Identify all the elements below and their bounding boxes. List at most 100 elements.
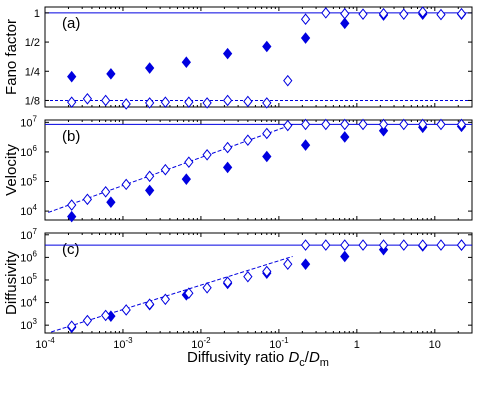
panel-a-open-point <box>145 97 155 109</box>
panel-a-open-point <box>399 8 409 20</box>
panel-c-open-point <box>300 239 311 251</box>
panel-c-filled-point <box>340 250 350 263</box>
panel-b-filled-point <box>145 184 155 197</box>
panel-a-filled-point <box>262 40 272 53</box>
panel-a-open-point <box>456 7 467 20</box>
panel-b-open-point <box>283 119 293 132</box>
panel-b-open-point <box>358 118 368 131</box>
panel-a-open-point <box>121 98 131 110</box>
panel-a-y-tick-label: 1/2 <box>25 37 40 49</box>
panel-b-filled-point <box>222 161 233 174</box>
panel-c-open-point <box>82 314 93 327</box>
panel-c-open-point <box>243 270 253 283</box>
panel-c-open-point <box>358 239 368 251</box>
panel-a-open-point <box>202 97 212 109</box>
panel-b-open-point <box>121 178 131 191</box>
panel-b-filled-point <box>106 196 116 208</box>
panel-a-y-tick-label: 1/4 <box>25 66 40 78</box>
panel-c-open-point <box>340 239 350 251</box>
panel-c-open-point <box>262 265 272 278</box>
panel-b-y-tick-label: 107 <box>20 114 37 129</box>
panel-c-y-tick-label: 105 <box>20 272 37 287</box>
panel-c-y-tick-label: 104 <box>20 295 37 310</box>
panel-b-filled-point <box>67 210 77 223</box>
panel-c-ylabel: Diffusivity <box>3 251 20 315</box>
x-tick-label: 10-4 <box>35 336 55 351</box>
panel-b-y-tick-label: 104 <box>20 203 37 218</box>
panel-b-open-point <box>243 134 253 146</box>
panel-c-fit-line <box>51 255 293 333</box>
panel-b-open-point <box>67 199 77 211</box>
panel-b-open-point <box>418 118 428 131</box>
panel-c-filled-point <box>300 258 311 270</box>
panel-b-open-point <box>101 185 111 198</box>
panel-c-open-point <box>121 304 131 316</box>
panel-b-y-tick-label: 106 <box>20 144 37 159</box>
panel-a-open-point <box>184 96 194 108</box>
panel-c-open-point <box>184 287 194 299</box>
panel-b-open-point <box>222 141 233 154</box>
panel-c-open-point <box>222 276 233 288</box>
panel-b-y-tick-label: 105 <box>20 174 37 189</box>
panel-a-open-point <box>82 93 93 105</box>
panel-a-filled-point <box>67 70 77 83</box>
panel-b-open-point <box>456 118 467 131</box>
panel-c-open-point <box>436 239 446 251</box>
panel-b-open-point <box>82 193 93 206</box>
panel-c-open-point <box>378 239 389 251</box>
panel-c-open-point <box>418 239 428 251</box>
panel-b-open-point <box>321 118 331 131</box>
panel-b-filled-point <box>378 124 389 137</box>
x-axis-label: Diffusivity ratio Dc/Dm <box>187 349 329 369</box>
panel-c-open-point <box>456 239 467 251</box>
panel-b-open-point <box>262 127 272 140</box>
panel-a-open-point <box>160 96 171 108</box>
panel-a-open-point <box>418 6 428 18</box>
panel-c-y-tick-label: 106 <box>20 249 37 264</box>
panel-c-tag: (c) <box>62 241 80 258</box>
panel-b-filled-point <box>340 131 350 143</box>
panel-a-frame <box>44 6 473 108</box>
panel-a-open-point <box>262 97 272 109</box>
panel-c-open-point <box>283 258 293 270</box>
panel-b-filled-point <box>300 139 311 151</box>
panel-b-filled-point <box>181 173 191 185</box>
panel-a-open-point <box>300 13 311 26</box>
panel-a-ylabel: Fano factor <box>3 19 20 95</box>
panel-b-open-point <box>300 118 311 131</box>
panel-b-open-point <box>184 156 194 168</box>
panel-b-open-point <box>436 118 446 131</box>
x-tick-label: 10 <box>429 339 441 351</box>
panel-a-filled-point <box>340 17 350 30</box>
panel-c-open-point <box>67 320 77 332</box>
panel-b-open-point <box>202 148 212 161</box>
panel-a-open-point <box>283 74 293 87</box>
panel-b-open-point <box>145 170 155 183</box>
panel-a-filled-point <box>145 62 155 74</box>
panel-a-open-point <box>378 7 389 20</box>
panel-b-open-point <box>340 118 350 131</box>
panel-c-frame <box>44 232 473 334</box>
panel-c-open-point <box>202 282 212 294</box>
panel-c-open-point <box>145 298 155 310</box>
panel-a-filled-point <box>181 56 191 69</box>
panel-a-open-point <box>340 7 350 20</box>
panel-b-open-point <box>378 118 389 131</box>
chart-marks: 1 1/2 1/4 1/8 104 105 106 107 103 104 105 106 107 10-… <box>20 6 473 351</box>
panel-a-y-tick-label: 1/8 <box>25 95 40 107</box>
panel-c-open-point <box>321 239 331 251</box>
panel-a-open-point <box>321 7 331 19</box>
panel-c-open-point <box>160 293 171 306</box>
panel-a-open-point <box>243 95 253 108</box>
panel-a-open-point <box>222 94 233 107</box>
panel-b-filled-point <box>262 150 272 163</box>
panel-a-filled-point <box>106 68 116 80</box>
panel-b-open-point <box>399 118 409 131</box>
panel-b-open-point <box>160 163 171 176</box>
x-tick-label: 10-1 <box>269 336 289 351</box>
panel-a-open-point <box>67 96 77 108</box>
panel-b-ylabel: Velocity <box>3 144 20 196</box>
x-tick-label: 1 <box>354 339 360 351</box>
panel-b-frame <box>44 119 473 221</box>
